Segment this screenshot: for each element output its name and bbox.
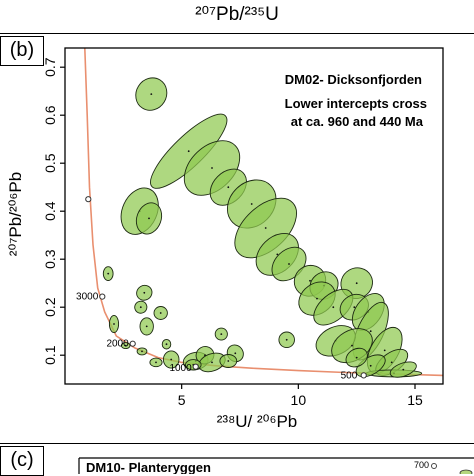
concordia-age-marker [360,372,367,379]
ellipse-center [220,333,223,335]
ellipse-center [165,343,168,346]
panel-c-age-marker [431,463,437,469]
ellipse-center [353,306,356,309]
ellipse-center [187,150,190,153]
chart-subtitle-line2: at ca. 960 and 440 Ma [291,114,424,129]
panel-b-label: (b) [0,36,44,66]
panel-c-title: DM10- Planteryggen [86,460,211,474]
concordia-age-label: 3000 [76,292,99,303]
panel-divider-bottom [0,443,474,444]
panel-divider-top [0,33,474,34]
ellipse-center [288,263,290,265]
concordia-age-marker [85,196,92,203]
ellipse-center [250,203,253,205]
ellipse-center [124,344,127,347]
ellipse-center [141,350,143,353]
ellipse-center [234,352,237,355]
ellipse-center [402,368,405,371]
y-tick-label: 0.1 [42,345,58,365]
x-tick-label: 15 [407,392,423,408]
ellipse-center [369,330,372,333]
x-axis-label: ²³⁸U/ ²⁰⁶Pb [217,412,297,431]
ellipse-center [316,297,318,300]
ellipse-center [355,356,358,359]
x-tick-label: 5 [178,392,186,408]
ellipse-center [107,272,110,275]
ellipse-center [227,186,230,189]
x-axis-ticks: 5 10 15 [178,384,423,408]
ellipse-center [390,361,393,364]
concordia-age-marker [192,363,199,370]
ellipse-center [351,344,353,347]
top-axis-title: ²⁰⁷Pb/²³⁵U [195,4,279,25]
ellipse-center [155,361,157,364]
ellipse-center [227,360,230,362]
concordia-age-marker [129,340,136,347]
ellipse-center [211,361,213,364]
chart-title: DM02- Dicksonfjorden [285,72,422,87]
y-tick-label: 0.4 [42,201,58,221]
ellipse-center [150,93,153,95]
concordia-age-label: 500 [341,370,358,381]
y-axis-ticks: 0.1 0.2 0.3 0.4 0.5 0.6 0.7 [42,57,65,365]
ellipse-center [211,167,213,169]
concordia-age-label: 1000 [169,363,192,374]
ellipse-layer [102,77,423,378]
ellipse-center [170,358,173,361]
concordia-age-layer: 3000 2000 1000 500 [76,292,358,382]
concordia-age-marker [99,293,106,300]
x-tick-label: 10 [291,392,307,408]
panel-c-age-label: 700 [414,460,429,470]
y-tick-label: 0.5 [42,153,58,173]
ellipse-center [143,291,146,294]
ellipse-center [145,325,148,328]
ellipse-center [355,282,358,285]
plot-frame [64,47,444,385]
ellipse-center [139,306,142,309]
ellipse-center [113,323,115,325]
y-tick-label: 0.6 [42,105,58,125]
ellipse-center [332,306,335,309]
concordia-age-label: 2000 [106,339,129,350]
y-axis-label: ²⁰⁷Pb/²⁰⁶Pb [6,172,25,256]
ellipse-center [264,227,267,229]
y-tick-label: 0.3 [42,249,58,269]
y-tick-label: 0.7 [42,57,58,77]
ellipse-center [159,312,162,314]
ellipse-center [285,338,288,341]
ellipse-center [309,279,311,282]
panel-c-label: (c) [0,446,44,476]
ellipse-center [369,364,372,367]
ellipse-center [383,349,386,352]
panel-c-ellipse [459,469,473,474]
chart-subtitle-line1: Lower intercepts cross [285,96,427,111]
ellipse-center [276,253,279,256]
concordia-marker-layer [85,196,367,379]
y-tick-label: 0.2 [42,297,58,317]
ellipse-center [148,217,150,220]
